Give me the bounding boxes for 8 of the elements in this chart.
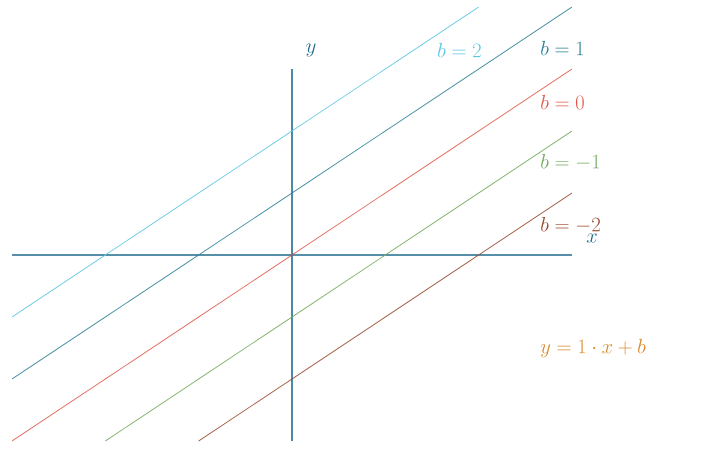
series-label: $b = 1$: [541, 40, 584, 56]
series-label: $b = -2$: [541, 216, 600, 232]
annotation: $y = 1 \cdot x + b$: [540, 338, 646, 358]
x-axis-title: $x$: [586, 233, 597, 243]
y-axis-title: $y$: [306, 43, 316, 57]
series-label: $b = 0$: [541, 94, 584, 110]
series-label: $b = 2$: [438, 42, 481, 58]
series-label: $b = -1$: [541, 154, 600, 168]
